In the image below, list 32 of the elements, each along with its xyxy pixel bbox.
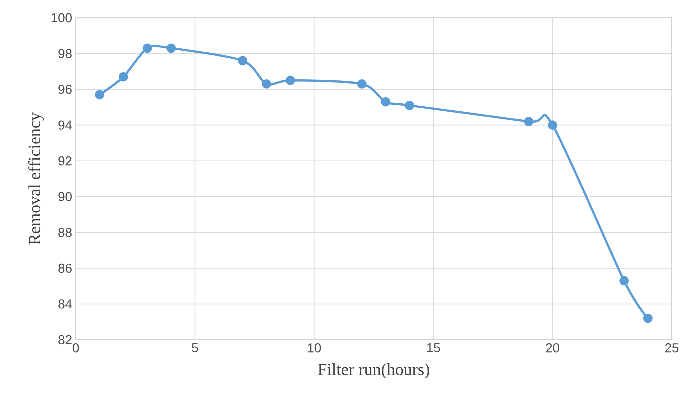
point [357,80,367,89]
y-tick-label: 94 [58,120,72,130]
point [548,120,558,130]
point [95,90,105,100]
x-tick-label: 10 [308,344,322,353]
point [286,76,296,86]
point [119,72,128,82]
point [524,117,534,126]
y-tick-label: 98 [58,49,72,58]
point [238,56,248,66]
y-tick-label: 90 [58,192,72,202]
y-tick-label: 96 [58,84,72,94]
y-axis-title: Removal efficiency [28,112,44,245]
y-tick-label: 88 [58,228,72,238]
x-tick-label: 25 [665,344,679,353]
point [381,97,391,107]
x-tick-label: 20 [546,344,560,353]
point [142,44,152,54]
y-tick-label: 92 [58,156,72,166]
x-tick-label: 0 [72,344,80,353]
point [166,44,176,54]
point [405,100,414,110]
point [620,276,630,286]
x-axis-title: Filter run(hours) [318,364,430,379]
point [643,314,653,324]
point [262,80,272,89]
y-tick-label: 100 [52,13,72,23]
y-tick-label: 86 [58,264,72,274]
y-tick-label: 84 [58,300,72,309]
x-tick-label: 15 [427,344,440,353]
x-tick-label: 5 [192,344,198,353]
y-tick-label: 82 [58,335,72,345]
